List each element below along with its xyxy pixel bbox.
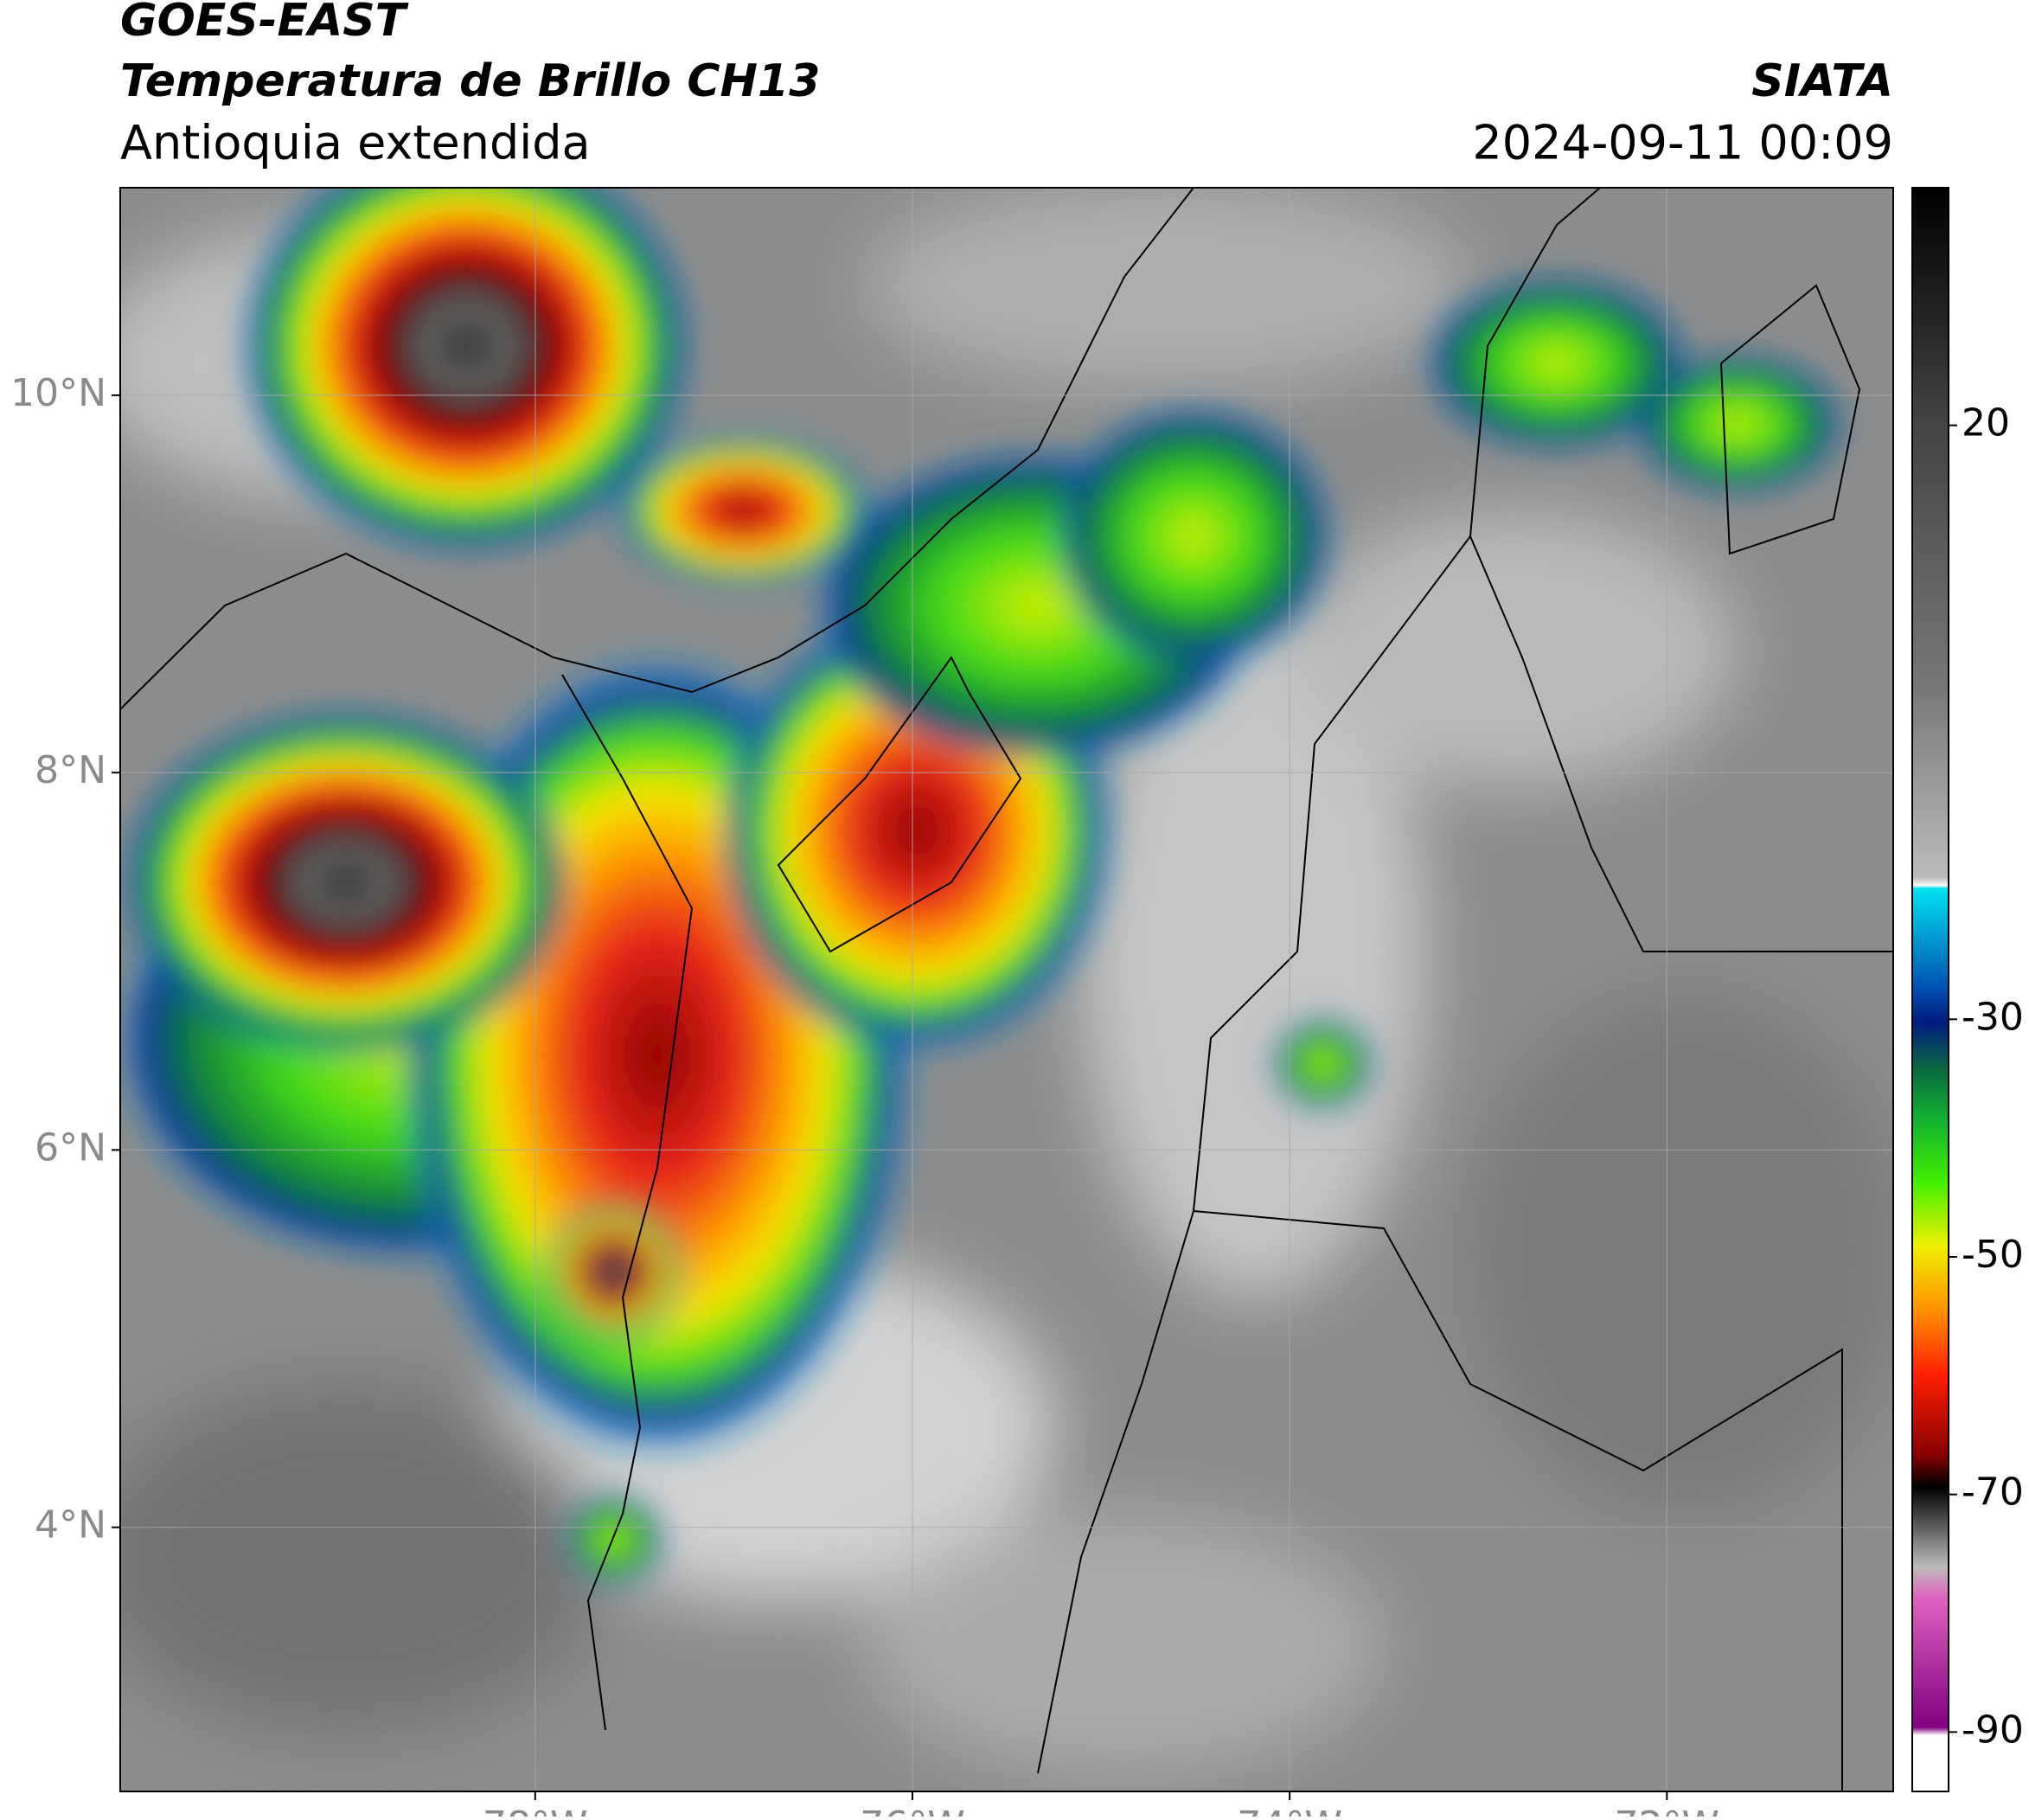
x-tick-label: 74°W bbox=[1237, 1804, 1342, 1817]
colorbar-tick-label: -50 bbox=[1962, 1233, 2024, 1277]
map-image bbox=[120, 188, 1893, 1791]
borders bbox=[120, 188, 1893, 1791]
y-tick-label: 6°N bbox=[35, 1125, 106, 1170]
colorbar bbox=[1911, 187, 1949, 1792]
colorbar-tick-label: -90 bbox=[1962, 1708, 2024, 1752]
colorbar-tick-label: -70 bbox=[1962, 1471, 2024, 1515]
map-frame bbox=[119, 187, 1894, 1792]
grid bbox=[120, 188, 1893, 1791]
subtitle: Temperatura de Brillo CH13 bbox=[120, 55, 820, 107]
colorbar-tick-label: -30 bbox=[1962, 995, 2024, 1039]
source: SIATA bbox=[1751, 55, 1893, 107]
y-tick-label: 8°N bbox=[35, 748, 106, 792]
title: GOES-EAST bbox=[120, 0, 409, 47]
y-tick-label: 4°N bbox=[35, 1503, 106, 1548]
colorbar-tick-label: 20 bbox=[1962, 401, 2010, 445]
x-tick-label: 78°W bbox=[483, 1804, 588, 1817]
y-tick-label: 10°N bbox=[10, 371, 106, 415]
x-tick-label: 76°W bbox=[860, 1804, 965, 1817]
region: Antioquia extendida bbox=[120, 116, 591, 170]
datetime: 2024-09-11 00:09 bbox=[1472, 116, 1893, 170]
x-tick-label: 72°W bbox=[1615, 1804, 1720, 1817]
